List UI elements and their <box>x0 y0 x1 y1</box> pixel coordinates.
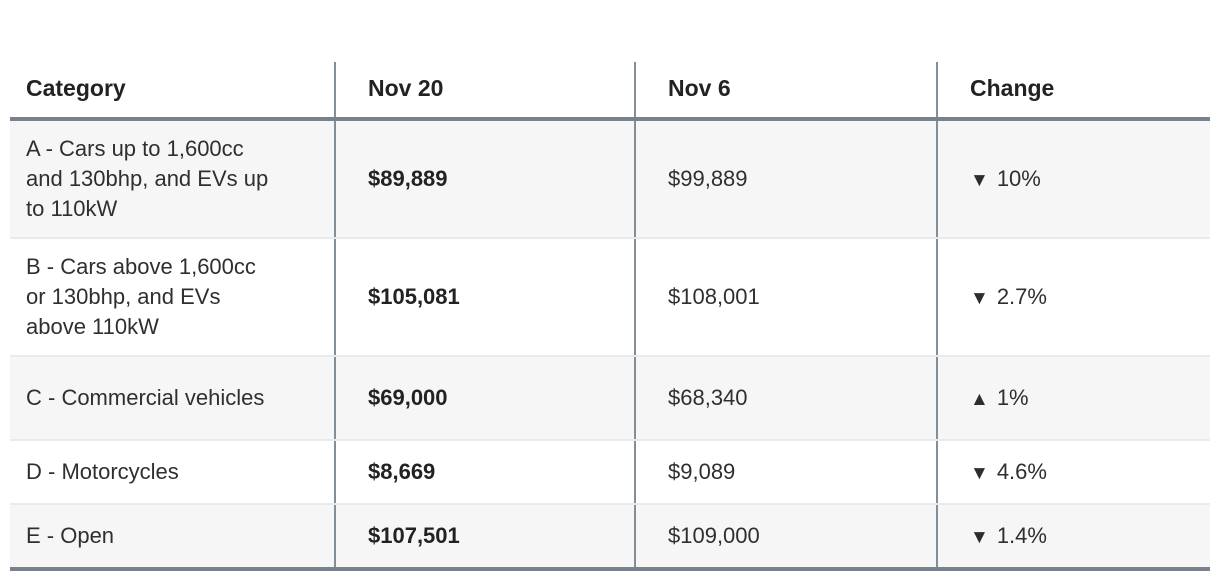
triangle-down-icon: ▼ <box>970 288 989 309</box>
triangle-down-icon: ▼ <box>970 463 989 484</box>
nov6-price-cell: $68,340 <box>634 356 937 441</box>
category-cell: E - Open <box>10 504 335 571</box>
nov6-price-cell: $9,089 <box>634 440 937 505</box>
coe-price-table-container: Category Nov 20 Nov 6 Change A - Cars up… <box>10 62 1210 571</box>
change-value: 4.6% <box>996 459 1047 484</box>
change-value: 1.4% <box>996 523 1047 548</box>
category-cell: A - Cars up to 1,600cc and 130bhp, and E… <box>10 119 335 239</box>
column-header-category: Category <box>10 62 335 121</box>
coe-price-table: Category Nov 20 Nov 6 Change A - Cars up… <box>10 62 1210 571</box>
nov6-price-cell: $99,889 <box>634 119 937 239</box>
category-cell: B - Cars above 1,600cc or 130bhp, and EV… <box>10 238 335 357</box>
nov6-price-cell: $108,001 <box>634 238 937 357</box>
nov6-price-cell: $109,000 <box>634 504 937 571</box>
category-cell: C - Commercial vehicles <box>10 356 335 441</box>
change-cell: ▲ 1% <box>936 356 1210 441</box>
change-value: 2.7% <box>996 284 1047 309</box>
column-header-nov20: Nov 20 <box>334 62 635 121</box>
table-row-category-a: A - Cars up to 1,600cc and 130bhp, and E… <box>10 119 1210 239</box>
nov20-price-cell: $89,889 <box>334 119 635 239</box>
change-cell: ▼ 1.4% <box>936 504 1210 571</box>
table-row-category-c: C - Commercial vehicles $69,000 $68,340 … <box>10 356 1210 441</box>
triangle-down-icon: ▼ <box>970 527 989 548</box>
nov20-price-cell: $107,501 <box>334 504 635 571</box>
change-value: 1% <box>996 385 1029 410</box>
nov20-price-cell: $69,000 <box>334 356 635 441</box>
change-value: 10% <box>996 166 1041 191</box>
table-row-category-e: E - Open $107,501 $109,000 ▼ 1.4% <box>10 504 1210 571</box>
change-cell: ▼ 10% <box>936 119 1210 239</box>
triangle-up-icon: ▲ <box>970 389 989 410</box>
nov20-price-cell: $105,081 <box>334 238 635 357</box>
category-cell: D - Motorcycles <box>10 440 335 505</box>
triangle-down-icon: ▼ <box>970 170 989 191</box>
header-row: Category Nov 20 Nov 6 Change <box>10 62 1210 121</box>
column-header-change: Change <box>936 62 1210 121</box>
change-cell: ▼ 2.7% <box>936 238 1210 357</box>
change-cell: ▼ 4.6% <box>936 440 1210 505</box>
table-row-category-b: B - Cars above 1,600cc or 130bhp, and EV… <box>10 238 1210 357</box>
nov20-price-cell: $8,669 <box>334 440 635 505</box>
column-header-nov6: Nov 6 <box>634 62 937 121</box>
table-row-category-d: D - Motorcycles $8,669 $9,089 ▼ 4.6% <box>10 440 1210 505</box>
